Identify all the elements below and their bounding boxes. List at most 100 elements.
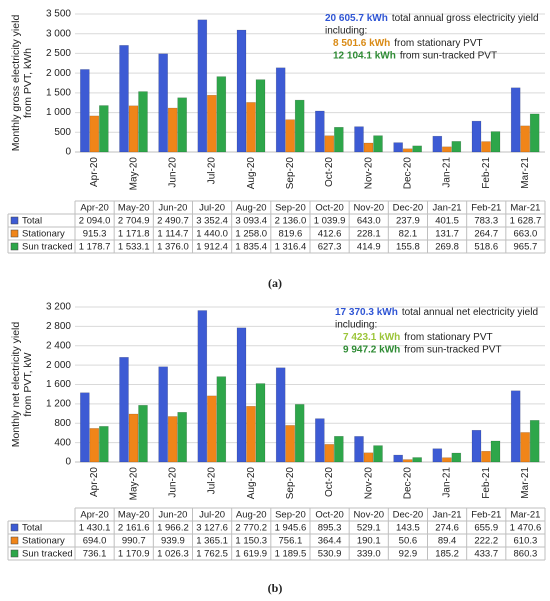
table-cell: 3 127.6 [196, 523, 228, 534]
bar [216, 76, 227, 153]
table-cell: 965.7 [514, 242, 538, 253]
bar [285, 425, 295, 463]
table-cell: 860.3 [514, 549, 538, 560]
annotation: including: [335, 319, 377, 330]
table-cell: 222.2 [474, 536, 498, 547]
annotation: 20 605.7 kWh total annual gross electrici… [325, 13, 539, 24]
bar [373, 445, 383, 463]
annotation-text: including: [325, 25, 367, 36]
y-tick-label: 500 [54, 127, 71, 138]
bar [138, 405, 148, 463]
bar [471, 429, 482, 463]
table-cell: 783.3 [474, 216, 498, 227]
table-cell: 1 258.0 [235, 229, 267, 240]
x-tick-label: Nov-20 [363, 467, 374, 500]
table-header: Dec-20 [393, 510, 424, 521]
x-tick-label: Oct-20 [324, 467, 335, 497]
table-cell: 264.7 [474, 229, 498, 240]
bar [89, 115, 100, 153]
caption: (b) [268, 581, 283, 595]
legend-swatch [10, 523, 19, 532]
bar [285, 119, 295, 153]
y-tick-label: 1 200 [46, 399, 71, 410]
x-tick-label: Feb-21 [481, 467, 492, 499]
legend-swatch [10, 536, 19, 545]
y-tick-label: 0 [65, 147, 71, 158]
table-cell: 269.8 [435, 242, 459, 253]
bar [207, 395, 217, 463]
bar [138, 91, 148, 153]
table-cell: 895.3 [318, 523, 342, 534]
x-tick-label: Jun-20 [168, 157, 179, 188]
table-header: Jul-20 [199, 510, 225, 521]
table-cell: 433.7 [474, 549, 498, 560]
table-cell: 131.7 [435, 229, 459, 240]
bar [442, 457, 452, 463]
bar [432, 135, 443, 153]
table-cell: 1 470.6 [510, 523, 542, 534]
y-tick-label: 0 [65, 457, 71, 468]
bar [294, 99, 305, 153]
bar [177, 412, 187, 463]
bar [246, 406, 256, 463]
bar [481, 450, 491, 463]
table-cell: 364.4 [318, 536, 342, 547]
bar [334, 127, 344, 153]
table-cell: 610.3 [514, 536, 538, 547]
bar [520, 432, 530, 463]
table-header: May-20 [118, 203, 150, 214]
bar [334, 436, 344, 463]
x-tick-label: Jan-21 [442, 467, 453, 498]
table-cell: 274.6 [435, 523, 459, 534]
bar [363, 452, 374, 463]
table-cell: 1 619.9 [235, 549, 267, 560]
x-tick-label: Mar-21 [520, 157, 531, 189]
bar [393, 142, 403, 153]
annotation-text: from stationary PVT [394, 38, 482, 49]
table-cell: 1 966.2 [157, 523, 189, 534]
table-header: Feb-21 [471, 203, 501, 214]
bar [363, 142, 374, 153]
legend-label: Total [22, 216, 42, 227]
bar [393, 454, 403, 463]
table-header: Apr-20 [80, 203, 109, 214]
x-tick-label: Jun-20 [168, 467, 179, 498]
x-tick-label: Jul-20 [207, 467, 218, 495]
table-cell: 1 316.4 [275, 242, 307, 253]
table-cell: 530.9 [318, 549, 342, 560]
table-cell: 1 170.9 [118, 549, 150, 560]
table-cell: 3 352.4 [196, 216, 228, 227]
y-tick-label: 2 000 [46, 360, 71, 371]
table-cell: 1 533.1 [118, 242, 150, 253]
annotation-text: from sun-tracked PVT [404, 344, 501, 355]
annotation-text: from sun-tracked PVT [400, 50, 497, 61]
x-tick-label: Sep-20 [285, 467, 296, 500]
table-cell: 1 430.1 [79, 523, 111, 534]
table-cell: 529.1 [357, 523, 381, 534]
table-cell: 736.1 [83, 549, 107, 560]
x-tick-label: Jul-20 [207, 157, 218, 185]
x-tick-label: Sep-20 [285, 157, 296, 190]
bar [158, 366, 168, 463]
annotation-value: 12 104.1 kWh [333, 50, 396, 61]
legend-swatch [10, 229, 19, 238]
table-cell: 2 704.9 [118, 216, 150, 227]
bar [236, 327, 247, 463]
bar [402, 459, 413, 463]
legend-swatch [10, 216, 19, 225]
bar [128, 105, 139, 153]
bar [315, 418, 325, 463]
y-tick-label: 2 500 [46, 48, 71, 59]
x-tick-label: Feb-21 [481, 157, 492, 189]
bar [119, 45, 129, 153]
annotation: 7 423.1 kWh from stationary PVT [343, 332, 493, 343]
bar [89, 428, 100, 463]
bar [402, 148, 413, 153]
bar [255, 383, 266, 463]
table-cell: 643.0 [357, 216, 381, 227]
table-cell: 1 912.4 [196, 242, 228, 253]
table-cell: 1 376.0 [157, 242, 189, 253]
table-cell: 990.7 [122, 536, 146, 547]
bar [80, 392, 90, 463]
table-header: Jul-20 [199, 203, 225, 214]
